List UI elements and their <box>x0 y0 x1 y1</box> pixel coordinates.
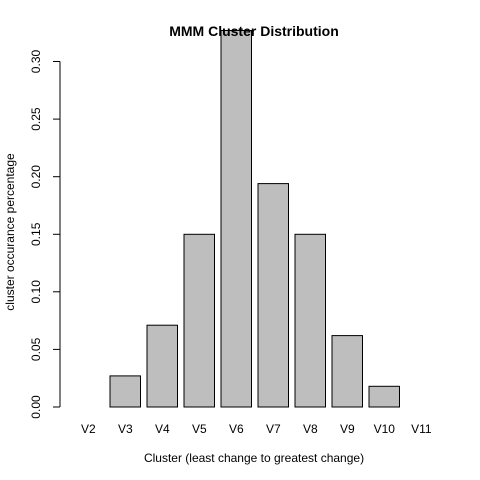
x-tick-label: V6 <box>229 422 244 436</box>
bar-v8 <box>294 233 326 408</box>
x-tick-label: V7 <box>266 422 281 436</box>
x-axis-label: Cluster (least change to greatest change… <box>144 451 364 465</box>
bar-v6 <box>220 30 252 408</box>
bar-v10 <box>368 385 400 408</box>
x-tick-label: V9 <box>340 422 355 436</box>
y-tick-label: 0.20 <box>29 165 43 189</box>
bar-v9 <box>331 335 363 408</box>
chart-title: MMM Cluster Distribution <box>169 23 339 39</box>
y-tick-label: 0.30 <box>29 49 43 73</box>
x-tick-label: V11 <box>411 422 432 436</box>
x-tick-label: V8 <box>303 422 318 436</box>
x-tick-label: V10 <box>374 422 396 436</box>
y-tick-label: 0.05 <box>29 337 43 361</box>
bars-layer <box>109 30 400 408</box>
y-tick-label: 0.15 <box>29 222 43 246</box>
x-tick-label: V3 <box>118 422 133 436</box>
x-axis: V2 V3 V4 V5 V6 V7 V8 V9 V10 V11 <box>81 422 432 436</box>
x-tick-label: V5 <box>192 422 207 436</box>
x-tick-label: V2 <box>81 422 96 436</box>
y-tick-label: 0.25 <box>29 107 43 131</box>
y-tick-label: 0.00 <box>29 395 43 419</box>
bar-v3 <box>109 375 141 408</box>
y-axis-label: cluster occurance percentage <box>3 153 17 311</box>
y-tick-label: 0.10 <box>29 280 43 304</box>
bar-v5 <box>183 233 215 408</box>
bar-v4 <box>146 324 178 408</box>
y-axis: 0.00 0.05 0.10 0.15 0.20 0.25 0.30 <box>29 49 61 419</box>
x-tick-label: V4 <box>155 422 170 436</box>
bar-v7 <box>257 183 289 408</box>
